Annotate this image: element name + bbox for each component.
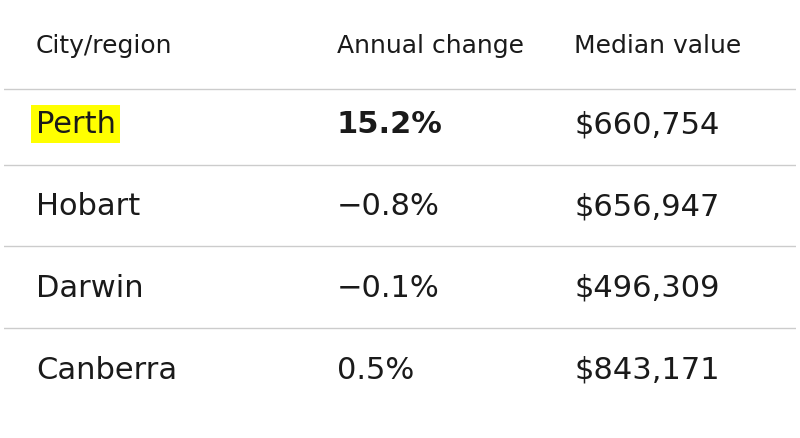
Text: $843,171: $843,171 [574, 355, 720, 384]
Text: Canberra: Canberra [36, 355, 177, 384]
Text: $660,754: $660,754 [574, 110, 719, 139]
Text: −0.1%: −0.1% [337, 273, 439, 302]
Text: Annual change: Annual change [337, 34, 524, 58]
Text: $496,309: $496,309 [574, 273, 720, 302]
Text: Median value: Median value [574, 34, 742, 58]
Text: −0.8%: −0.8% [337, 192, 439, 221]
Text: 15.2%: 15.2% [337, 110, 442, 139]
Text: Perth: Perth [36, 110, 116, 139]
Text: $656,947: $656,947 [574, 192, 719, 221]
Text: Hobart: Hobart [36, 192, 140, 221]
Text: Darwin: Darwin [36, 273, 143, 302]
Text: 0.5%: 0.5% [337, 355, 414, 384]
Text: City/region: City/region [36, 34, 172, 58]
